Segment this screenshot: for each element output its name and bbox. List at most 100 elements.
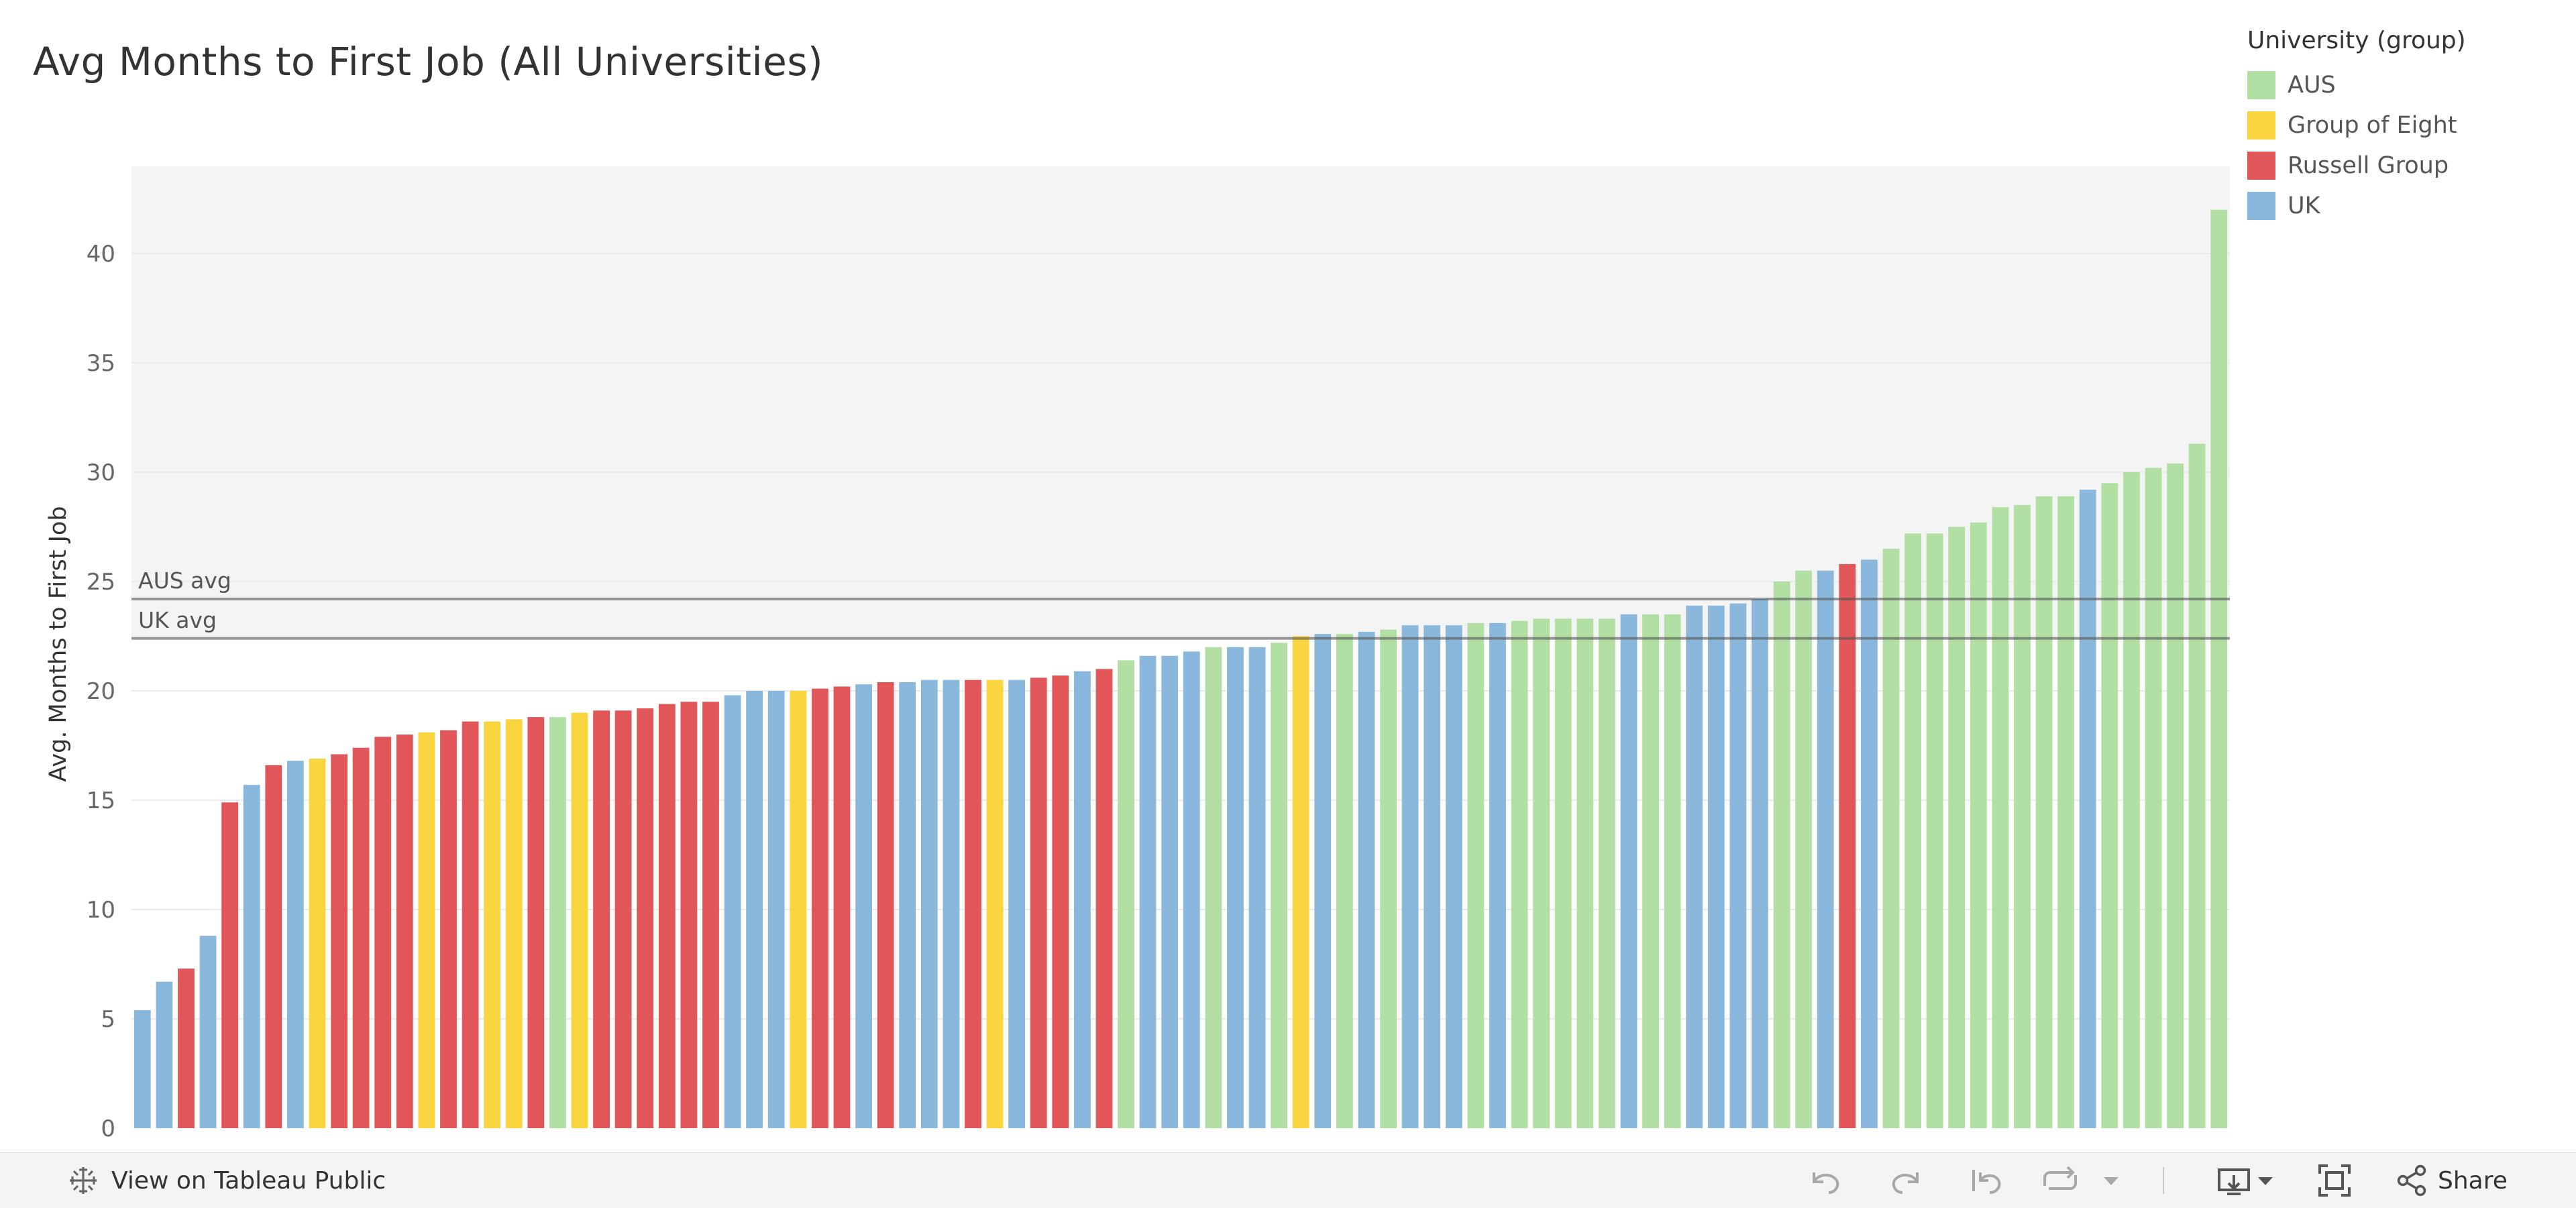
legend-swatch: [2247, 192, 2275, 220]
bar: [702, 702, 719, 1128]
undo-icon: [1813, 1172, 1839, 1194]
bar: [1752, 599, 1768, 1128]
bar: [352, 747, 370, 1128]
bar: [440, 730, 457, 1128]
bar: [1095, 669, 1113, 1128]
bar: [1380, 629, 1397, 1128]
bar: [1424, 625, 1441, 1128]
bar: [2035, 496, 2053, 1128]
bar: [2167, 463, 2184, 1128]
bar: [1795, 570, 1812, 1128]
share-label: Share: [2438, 1166, 2508, 1195]
bar: [1620, 614, 1638, 1128]
view-on-tableau-public-button[interactable]: View on Tableau Public: [66, 1153, 386, 1208]
reference-line-label: UK avg: [138, 607, 217, 633]
download-button[interactable]: [2216, 1153, 2274, 1208]
bar: [1686, 605, 1703, 1128]
y-tick-label: 30: [87, 459, 115, 486]
bar: [724, 695, 741, 1128]
legend-item-group-of-eight[interactable]: Group of Eight: [2247, 105, 2466, 146]
bar: [199, 936, 217, 1128]
legend-title: University (group): [2247, 27, 2466, 54]
bar: [1314, 634, 1332, 1128]
share-icon: [2397, 1164, 2426, 1197]
legend-item-aus[interactable]: AUS: [2247, 65, 2466, 105]
legend-item-russell-group[interactable]: Russell Group: [2247, 146, 2466, 186]
refresh-dropdown[interactable]: [2102, 1153, 2120, 1208]
bar: [2188, 443, 2206, 1128]
refresh-button[interactable]: [2039, 1153, 2081, 1208]
refresh-icon: [2043, 1166, 2077, 1190]
redo-button[interactable]: [1888, 1153, 1925, 1208]
bar: [1773, 582, 1790, 1128]
bar: [1576, 618, 1594, 1128]
y-tick-label: 5: [101, 1006, 115, 1033]
bar: [899, 682, 916, 1128]
bar: [1729, 603, 1747, 1128]
legend-swatch: [2247, 111, 2275, 140]
y-tick-label: 40: [87, 241, 115, 268]
bar: [287, 761, 304, 1128]
bar: [1183, 651, 1200, 1128]
bar: [1511, 620, 1528, 1128]
bar: [986, 679, 1004, 1128]
bar: [1358, 632, 1375, 1128]
y-tick-label: 25: [87, 569, 115, 596]
bar: [1664, 614, 1681, 1128]
redo-icon: [1892, 1172, 1919, 1194]
toolbar-separator: [2163, 1153, 2164, 1208]
bar: [1008, 679, 1025, 1128]
fullscreen-icon: [2318, 1164, 2351, 1197]
bar: [1161, 655, 1179, 1128]
bar: [1271, 643, 1287, 1128]
legend-item-uk[interactable]: UK: [2247, 186, 2466, 226]
bar: [549, 717, 566, 1128]
bar: [920, 679, 938, 1128]
legend: University (group) AUS Group of Eight Ru…: [2247, 27, 2466, 226]
revert-button[interactable]: [1968, 1153, 2006, 1208]
legend-swatch: [2247, 152, 2275, 180]
bar: [2014, 504, 2031, 1128]
bar: [833, 686, 851, 1128]
bar: [1904, 533, 1921, 1128]
share-button[interactable]: Share: [2395, 1153, 2508, 1208]
bars: [133, 209, 2228, 1128]
bar: [855, 684, 872, 1128]
bar: [680, 702, 698, 1128]
bar: [1817, 570, 1834, 1128]
fullscreen-button[interactable]: [2317, 1153, 2352, 1208]
bar: [1336, 634, 1353, 1128]
bar: [505, 719, 523, 1128]
undo-button[interactable]: [1806, 1153, 1843, 1208]
bar: [2057, 496, 2074, 1128]
bar: [2101, 483, 2118, 1128]
bar: [265, 765, 282, 1128]
bar: [331, 754, 347, 1128]
bar: [790, 691, 807, 1128]
bar: [178, 969, 195, 1128]
below-ref-band: [131, 638, 2230, 1128]
y-tick-label: 15: [87, 787, 115, 814]
bar: [1861, 559, 1878, 1128]
bar: [1839, 563, 1856, 1128]
bar: [418, 732, 435, 1128]
bar: [746, 691, 763, 1128]
bar: [614, 710, 632, 1128]
revert-icon: [1972, 1170, 2001, 1194]
bar: [1554, 618, 1572, 1128]
bar: [1205, 647, 1222, 1128]
bar: [943, 679, 960, 1128]
reference-line-label: AUS avg: [138, 567, 231, 594]
bar: [637, 708, 654, 1128]
legend-swatch: [2247, 71, 2275, 99]
bar: [2210, 209, 2228, 1128]
bar: [1052, 675, 1069, 1128]
bar: [1118, 660, 1134, 1128]
bar: [133, 1010, 151, 1128]
bar: [243, 785, 260, 1128]
bar: [812, 688, 828, 1128]
chart-title: Avg Months to First Job (All Universitie…: [33, 39, 824, 85]
bar: [462, 721, 479, 1128]
bar: [2079, 490, 2096, 1128]
bar: [2145, 468, 2162, 1128]
